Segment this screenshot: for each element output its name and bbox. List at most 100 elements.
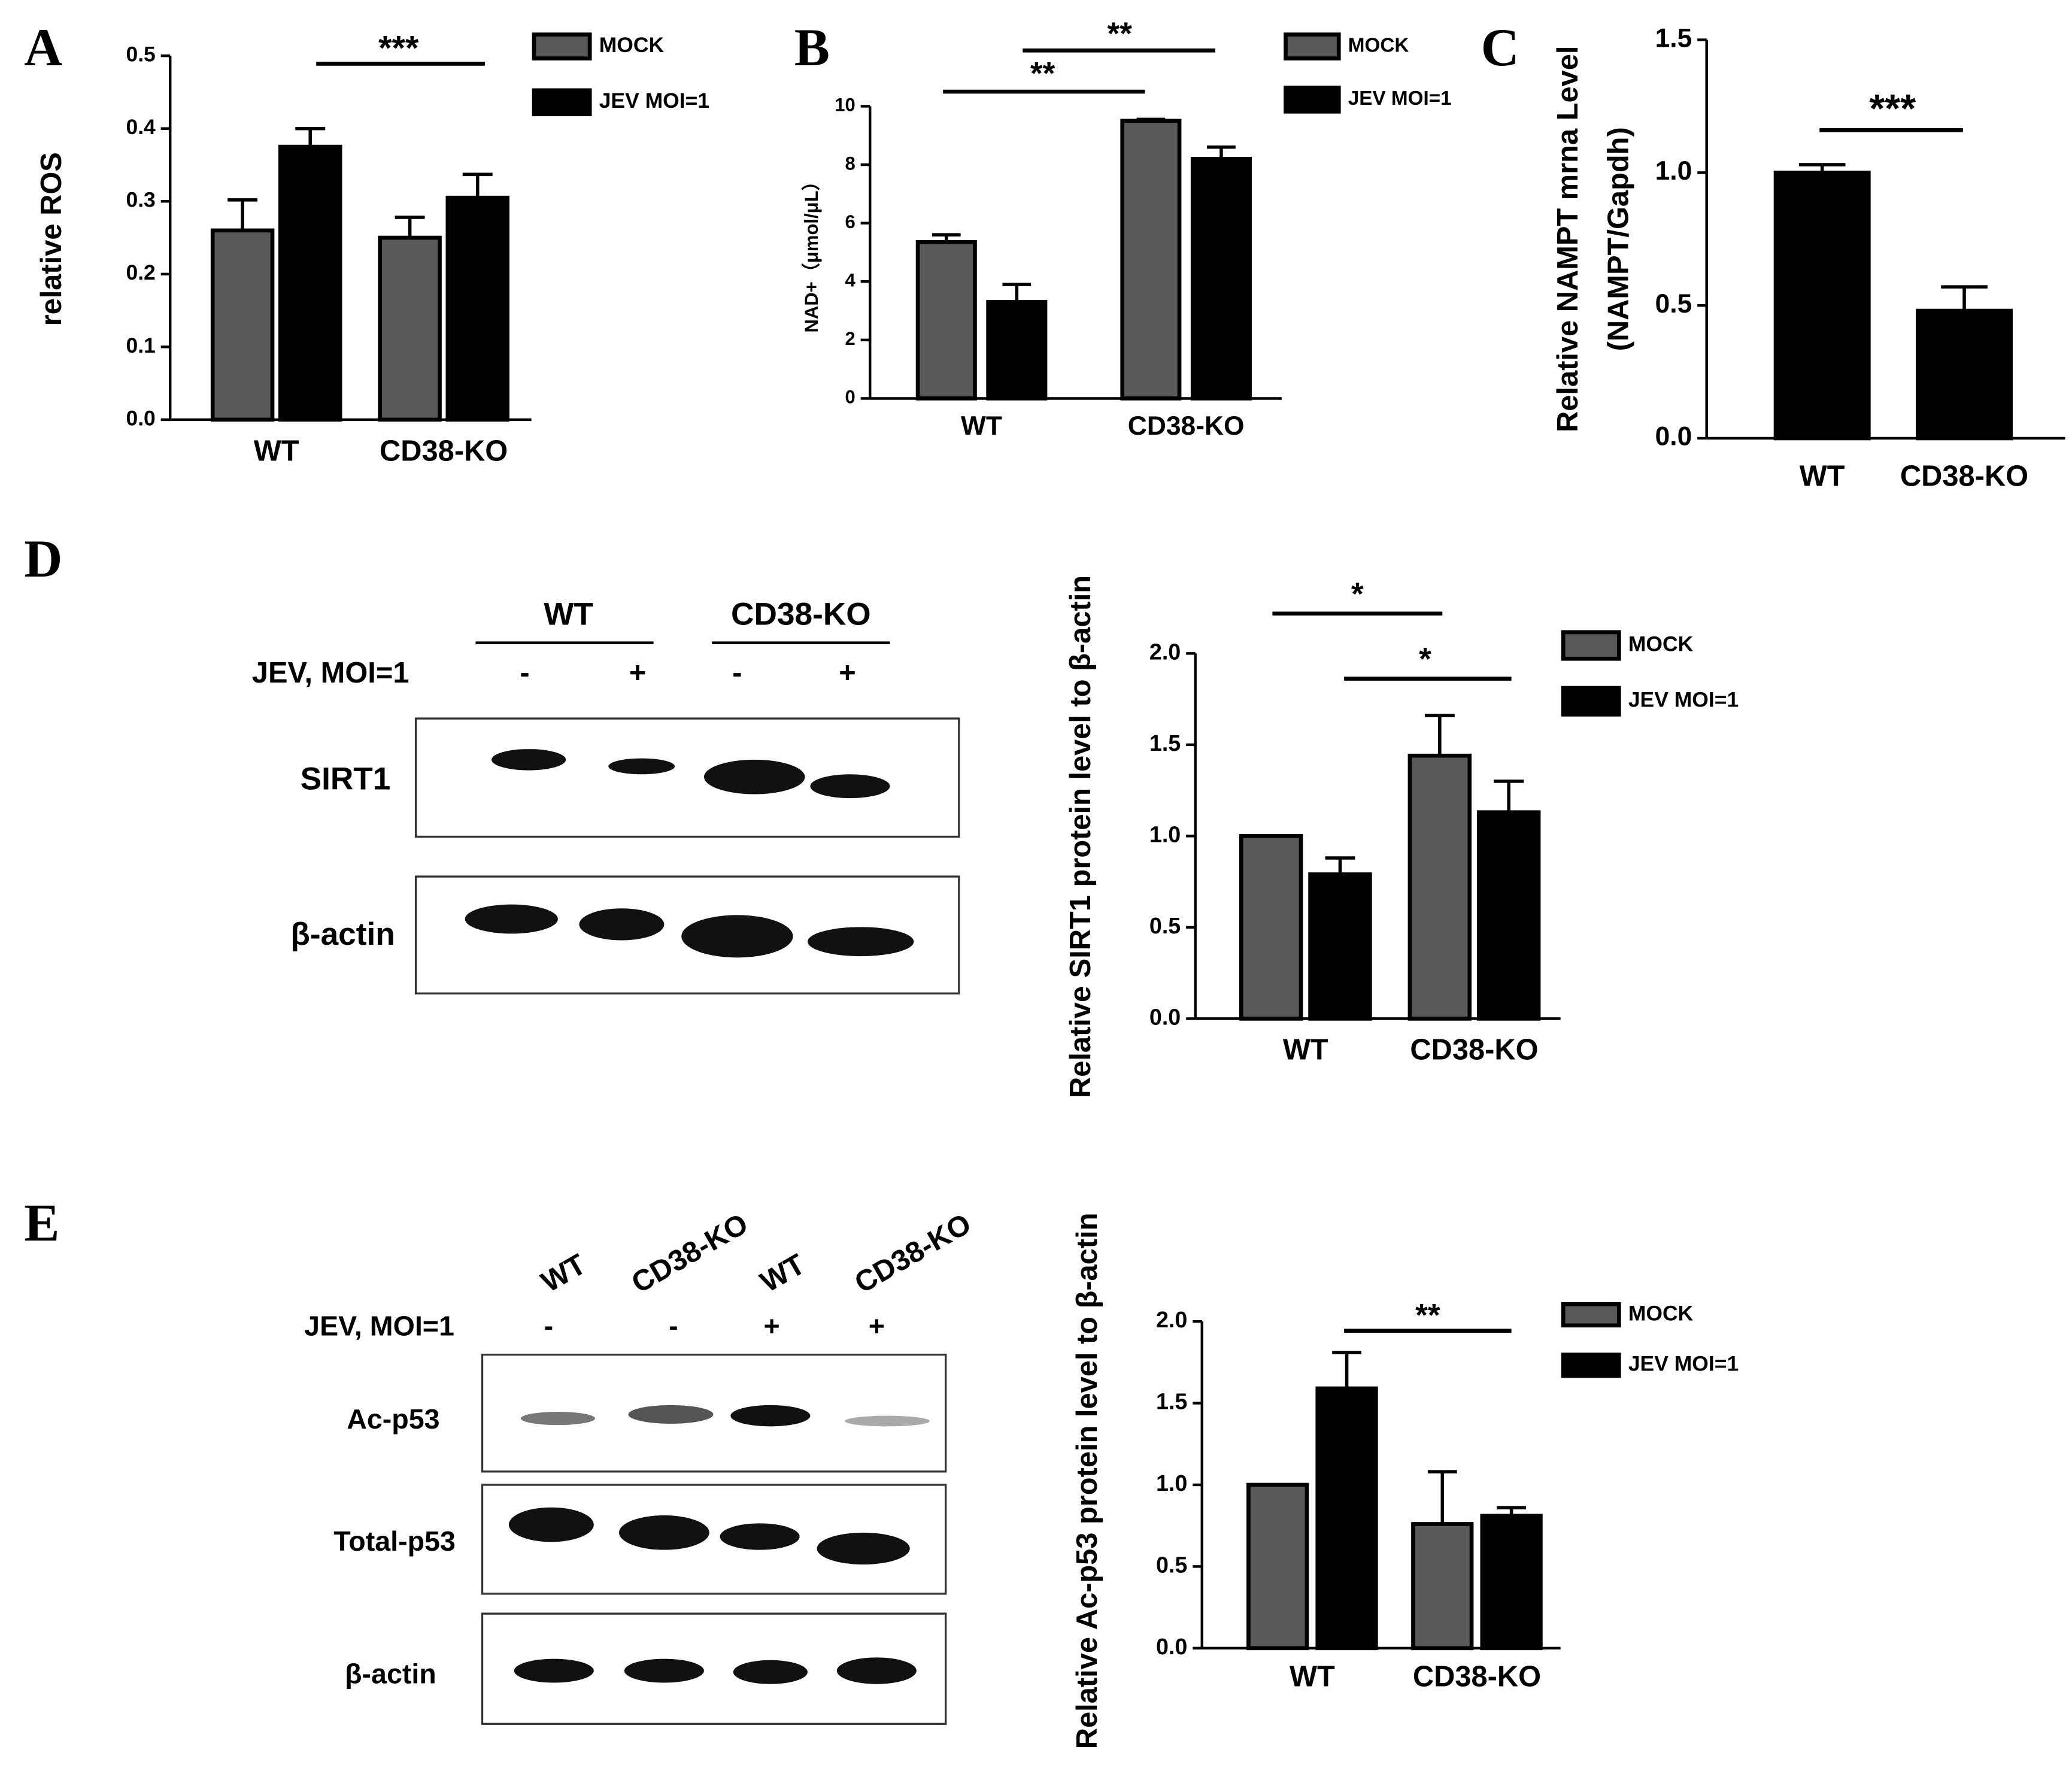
y-axis-label: Relative SIRT1 protein level to β-actin (1064, 575, 1097, 1098)
band (807, 927, 914, 957)
bar (210, 228, 275, 422)
group-label: CD38-KO (731, 596, 871, 632)
error-bar (1325, 856, 1355, 875)
band (608, 758, 675, 775)
y-tick-label: 0.5 (1655, 289, 1692, 319)
significance-label: ** (1415, 1298, 1440, 1333)
legend-label: JEV MOI=1 (1628, 688, 1739, 712)
treatment-label: JEV, MOI=1 (252, 657, 409, 689)
error-bar (1427, 1470, 1457, 1524)
bar (1773, 171, 1871, 441)
x-tick-label: CD38-KO (380, 435, 508, 467)
legend-swatch (1284, 86, 1341, 114)
y-tick-label: 8 (845, 153, 856, 174)
legend-label: MOCK (1348, 34, 1409, 56)
y-axis-label: NAD+（μmol/μL） (801, 172, 822, 332)
bar (445, 195, 509, 422)
y-tick-label: 0.0 (1156, 1634, 1187, 1659)
legend-label: MOCK (1628, 632, 1694, 656)
sign: + (839, 657, 856, 689)
band (733, 1660, 808, 1684)
legend-label: JEV MOI=1 (1628, 1352, 1739, 1376)
error-bar (1941, 285, 1988, 311)
legend-label: JEV MOI=1 (599, 89, 709, 113)
band (836, 1657, 917, 1684)
blot-d: WT CD38-KO JEV, MOI=1 - + - + SIRT1 β-ac… (252, 596, 960, 994)
x-tick-label: CD38-KO (1410, 1034, 1538, 1066)
bar (915, 240, 977, 401)
x-tick-label: WT (1800, 460, 1845, 492)
y-tick-label: 2 (845, 328, 856, 349)
sign: + (869, 1311, 885, 1342)
error-bar (395, 216, 425, 238)
blot-e: WT CD38-KO WT CD38-KO JEV, MOI=1 - - + +… (304, 1208, 977, 1725)
bar (1476, 810, 1541, 1021)
y-tick-label: 0.5 (1156, 1552, 1187, 1577)
band (514, 1658, 594, 1683)
legend-swatch (1561, 1302, 1621, 1328)
error-bar (932, 233, 961, 242)
bar (1308, 872, 1372, 1021)
row-label: Total-p53 (333, 1526, 456, 1557)
legend-swatch (1561, 686, 1621, 717)
x-tick-label: WT (254, 435, 299, 467)
row-label: β-actin (345, 1658, 436, 1690)
x-tick-label: CD38-KO (1128, 411, 1245, 441)
panel-letter: C (1481, 19, 1519, 77)
y-tick-label: 1.5 (1156, 1389, 1187, 1414)
sign: - (520, 657, 529, 689)
band (465, 904, 558, 934)
band (618, 1515, 709, 1550)
significance-label: * (1351, 577, 1364, 612)
x-tick-label: CD38-KO (1900, 460, 2028, 492)
y-axis-label: relative ROS (35, 152, 68, 326)
y-tick-label: 2.0 (1156, 1307, 1187, 1332)
legend-swatch (532, 32, 592, 60)
sign: - (544, 1311, 554, 1342)
bar (1190, 156, 1252, 401)
error-bar (462, 172, 493, 198)
bar (1315, 1386, 1378, 1651)
band (628, 1405, 714, 1424)
row-label: Ac-p53 (347, 1403, 439, 1435)
legend-swatch (532, 88, 592, 117)
y-tick-label: 0.1 (126, 333, 155, 357)
lane-label: WT (755, 1248, 811, 1299)
band (579, 908, 665, 941)
y-tick-label: 0.0 (1655, 422, 1692, 451)
bar (986, 300, 1048, 401)
bar (1120, 119, 1182, 401)
significance-label: * (1419, 642, 1431, 677)
significance-label: ** (1030, 56, 1055, 92)
panel-letter: D (24, 530, 62, 589)
y-tick-label: 0.3 (126, 188, 155, 212)
y-tick-label: 0.0 (126, 406, 155, 430)
sign: - (732, 657, 742, 689)
bar (1480, 1514, 1543, 1651)
legend-label: JEV MOI=1 (1348, 87, 1452, 110)
band (730, 1405, 811, 1427)
legend-swatch (1561, 1353, 1621, 1378)
band (817, 1532, 910, 1565)
x-tick-label: WT (961, 411, 1002, 441)
legend-label: MOCK (599, 33, 665, 57)
band (492, 749, 566, 771)
sign: + (629, 657, 647, 689)
panel-letter: E (24, 1194, 59, 1253)
band (810, 774, 890, 799)
bar (1239, 834, 1303, 1021)
y-axis-label: Relative NAMPT mrna Level (1552, 46, 1584, 432)
bar (1246, 1482, 1309, 1651)
error-bar (1332, 1351, 1361, 1389)
lane-label: CD38-KO (626, 1208, 754, 1300)
y-tick-label: 0.0 (1149, 1004, 1181, 1029)
y-tick-label: 10 (835, 95, 856, 116)
significance-label: *** (1869, 87, 1916, 131)
error-bar (1424, 714, 1455, 756)
bar (1411, 1522, 1474, 1651)
lane-label: CD38-KO (850, 1208, 977, 1300)
x-tick-label: WT (1283, 1034, 1328, 1066)
treatment-label: JEV, MOI=1 (304, 1311, 454, 1342)
